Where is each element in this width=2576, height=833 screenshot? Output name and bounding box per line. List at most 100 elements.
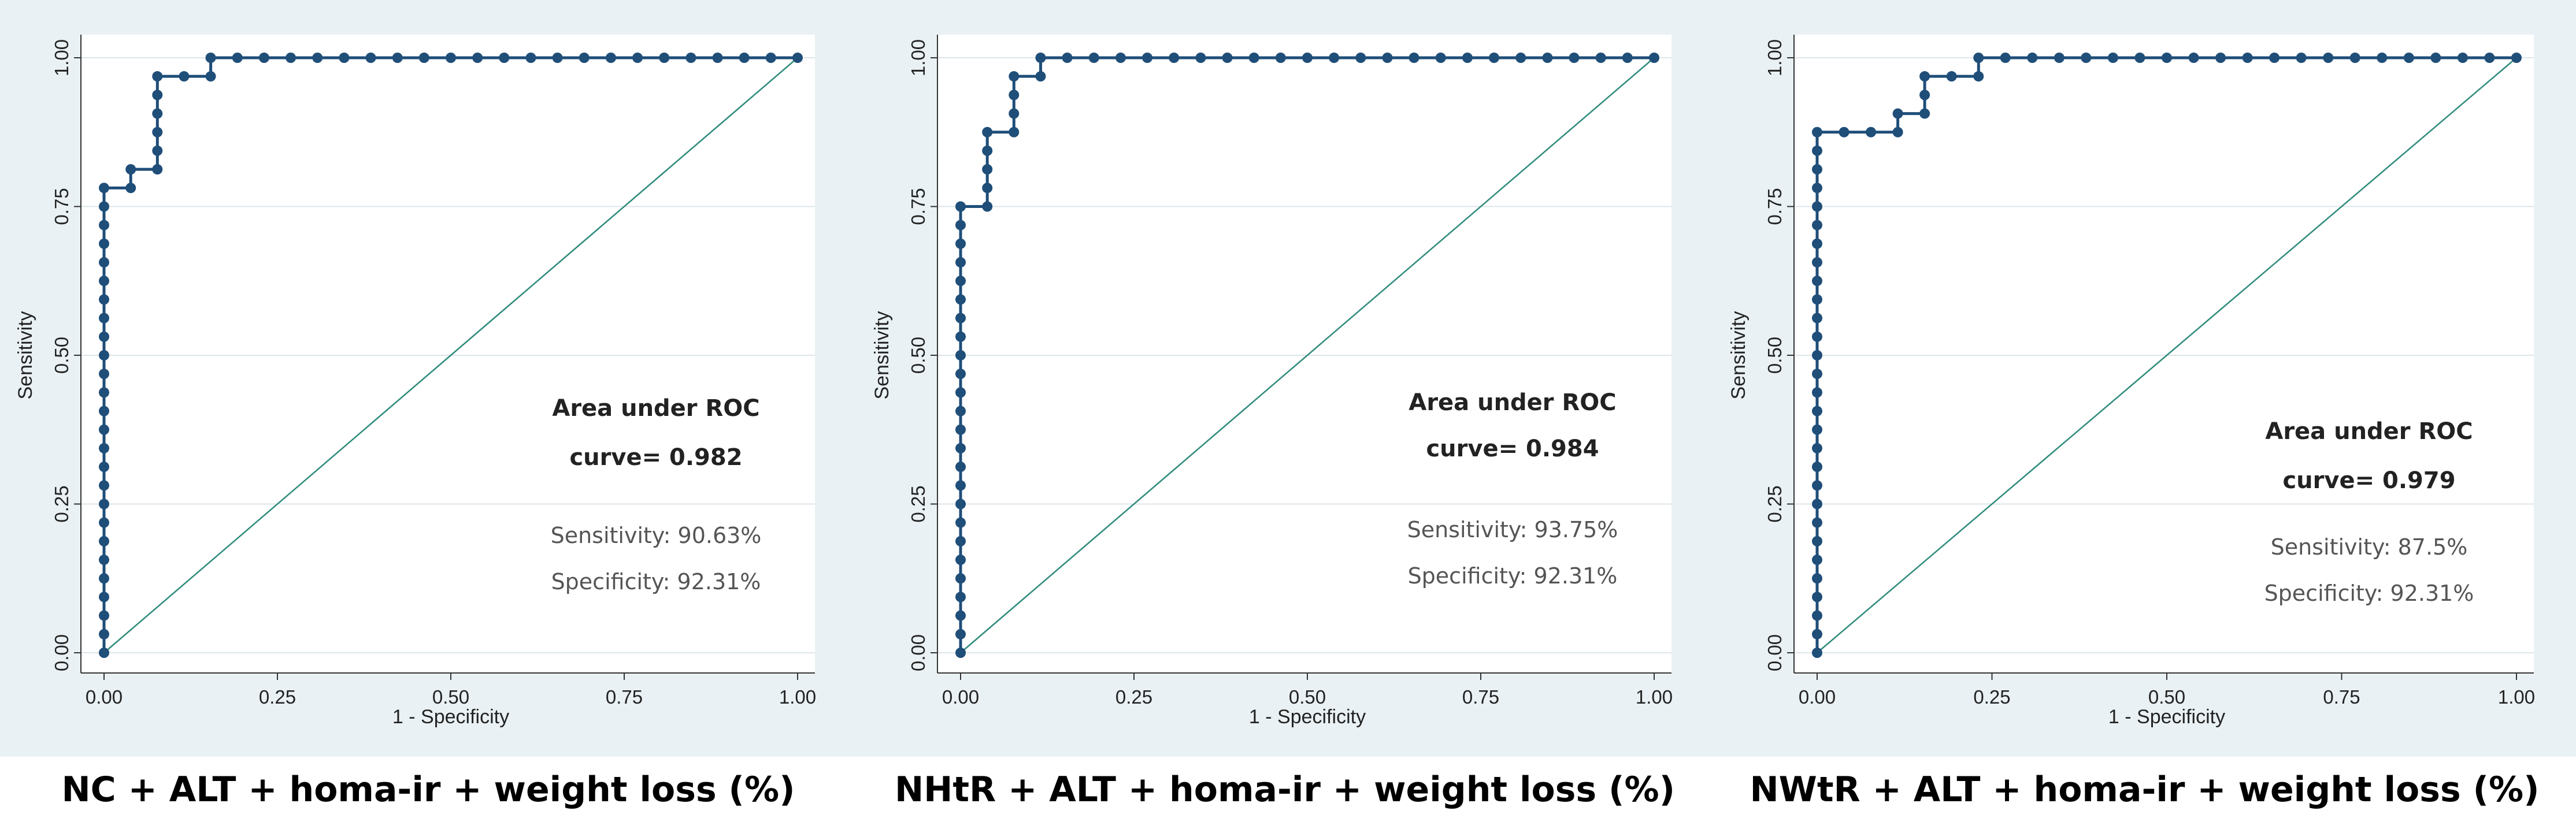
roc-point [1812,220,1822,230]
roc-point [1115,53,1126,63]
roc-point [792,53,803,63]
sensitivity-value: Sensitivity: 87.5% [2271,534,2468,560]
y-axis-title: Sensitivity [1728,311,1750,399]
x-tick-label: 0.25 [1973,686,2010,708]
roc-point [982,164,993,175]
roc-point [1462,53,1473,63]
roc-point [99,313,109,323]
roc-point [2403,53,2414,63]
roc-point [152,164,163,175]
roc-chart-2: 0.00 0.25 0.50 0.75 1.00 0.00 0.25 0.50 0.75 1.00… [857,0,1713,757]
roc-point [99,387,109,398]
roc-point [152,108,163,119]
roc-point [99,517,109,528]
roc-point [739,53,750,63]
x-axis-title: 1 - Specificity [2108,706,2225,728]
roc-point [1973,53,1984,63]
roc-point [1892,127,1903,137]
roc-point [712,53,723,63]
roc-point [1812,164,1822,175]
roc-point [99,462,109,473]
roc-point [1169,53,1180,63]
roc-point [99,201,109,212]
roc-point [1812,629,1822,639]
roc-point [1248,53,1259,63]
roc-point [2134,53,2145,63]
roc-point [1812,276,1822,287]
roc-panel-2: 0.00 0.25 0.50 0.75 1.00 0.00 0.25 0.50 0.75 1.00… [857,0,1713,833]
roc-point [955,648,966,658]
specificity-value: Specificity: 92.31% [2264,581,2474,606]
roc-panel-1: 0.00 0.25 0.50 0.75 1.00 0.00 0.25 0.50 0.75 1.00… [0,0,857,833]
roc-point [1409,53,1419,63]
roc-point [1222,53,1233,63]
roc-point [312,53,323,63]
y-tick-label: 0.50 [907,337,929,374]
roc-point [982,183,993,194]
roc-point [955,517,966,528]
roc-point [1812,442,1822,453]
roc-point [1812,369,1822,380]
roc-point [1812,536,1822,546]
roc-point [955,406,966,416]
roc-point [1489,53,1500,63]
roc-point [1009,71,1020,82]
y-tick-label: 0.00 [907,634,929,671]
auc-value: curve= 0.979 [2282,467,2455,494]
roc-point [152,90,163,101]
roc-point [1275,53,1286,63]
roc-point [1195,53,1206,63]
roc-point [1812,573,1822,584]
x-tick-label: 0.00 [942,686,979,708]
roc-point [99,220,109,230]
plot-area [81,35,815,673]
roc-point [605,53,616,63]
roc-point [2377,53,2388,63]
roc-point [1649,53,1659,63]
roc-point [955,238,966,249]
roc-point [152,71,163,82]
roc-point [525,53,536,63]
roc-chart-3: 0.00 0.25 0.50 0.75 1.00 0.00 0.25 0.50 0.75 1.00… [1713,0,2576,757]
auc-label: Area under ROC [552,395,759,422]
roc-point [1355,53,1366,63]
roc-point [2349,53,2360,63]
roc-point [955,201,966,212]
roc-point [982,127,993,137]
roc-panel-3: 0.00 0.25 0.50 0.75 1.00 0.00 0.25 0.50 0.75 1.00… [1713,0,2576,833]
roc-point [955,536,966,546]
x-tick-label: 0.00 [86,686,123,708]
roc-point [2242,53,2253,63]
roc-point [1812,145,1822,156]
y-tick-label: 1.00 [51,39,72,76]
roc-point [99,369,109,380]
roc-point [472,53,483,63]
roc-point [446,53,456,63]
roc-point [1892,108,1903,119]
roc-point [2000,53,2011,63]
roc-point [99,573,109,584]
auc-value: curve= 0.984 [1426,436,1599,462]
roc-point [99,406,109,416]
roc-point [1812,555,1822,566]
roc-point [955,387,966,398]
roc-point [552,53,563,63]
roc-point [685,53,696,63]
chart-caption: NC + ALT + homa-ir + weight loss (%) [61,769,795,810]
y-tick-label: 0.75 [907,188,929,225]
y-tick-label: 1.00 [1764,39,1785,76]
x-tick-label: 1.00 [2498,686,2535,708]
roc-point [1812,480,1822,491]
x-tick-label: 0.75 [2323,686,2360,708]
roc-point [955,592,966,603]
roc-point [955,480,966,491]
roc-point [1812,406,1822,416]
roc-point [955,424,966,435]
roc-point [99,648,109,658]
roc-point [1569,53,1580,63]
roc-point [2511,53,2522,63]
roc-point [152,127,163,137]
roc-point [659,53,670,63]
y-tick-label: 0.25 [1764,485,1785,522]
y-tick-label: 1.00 [907,39,929,76]
